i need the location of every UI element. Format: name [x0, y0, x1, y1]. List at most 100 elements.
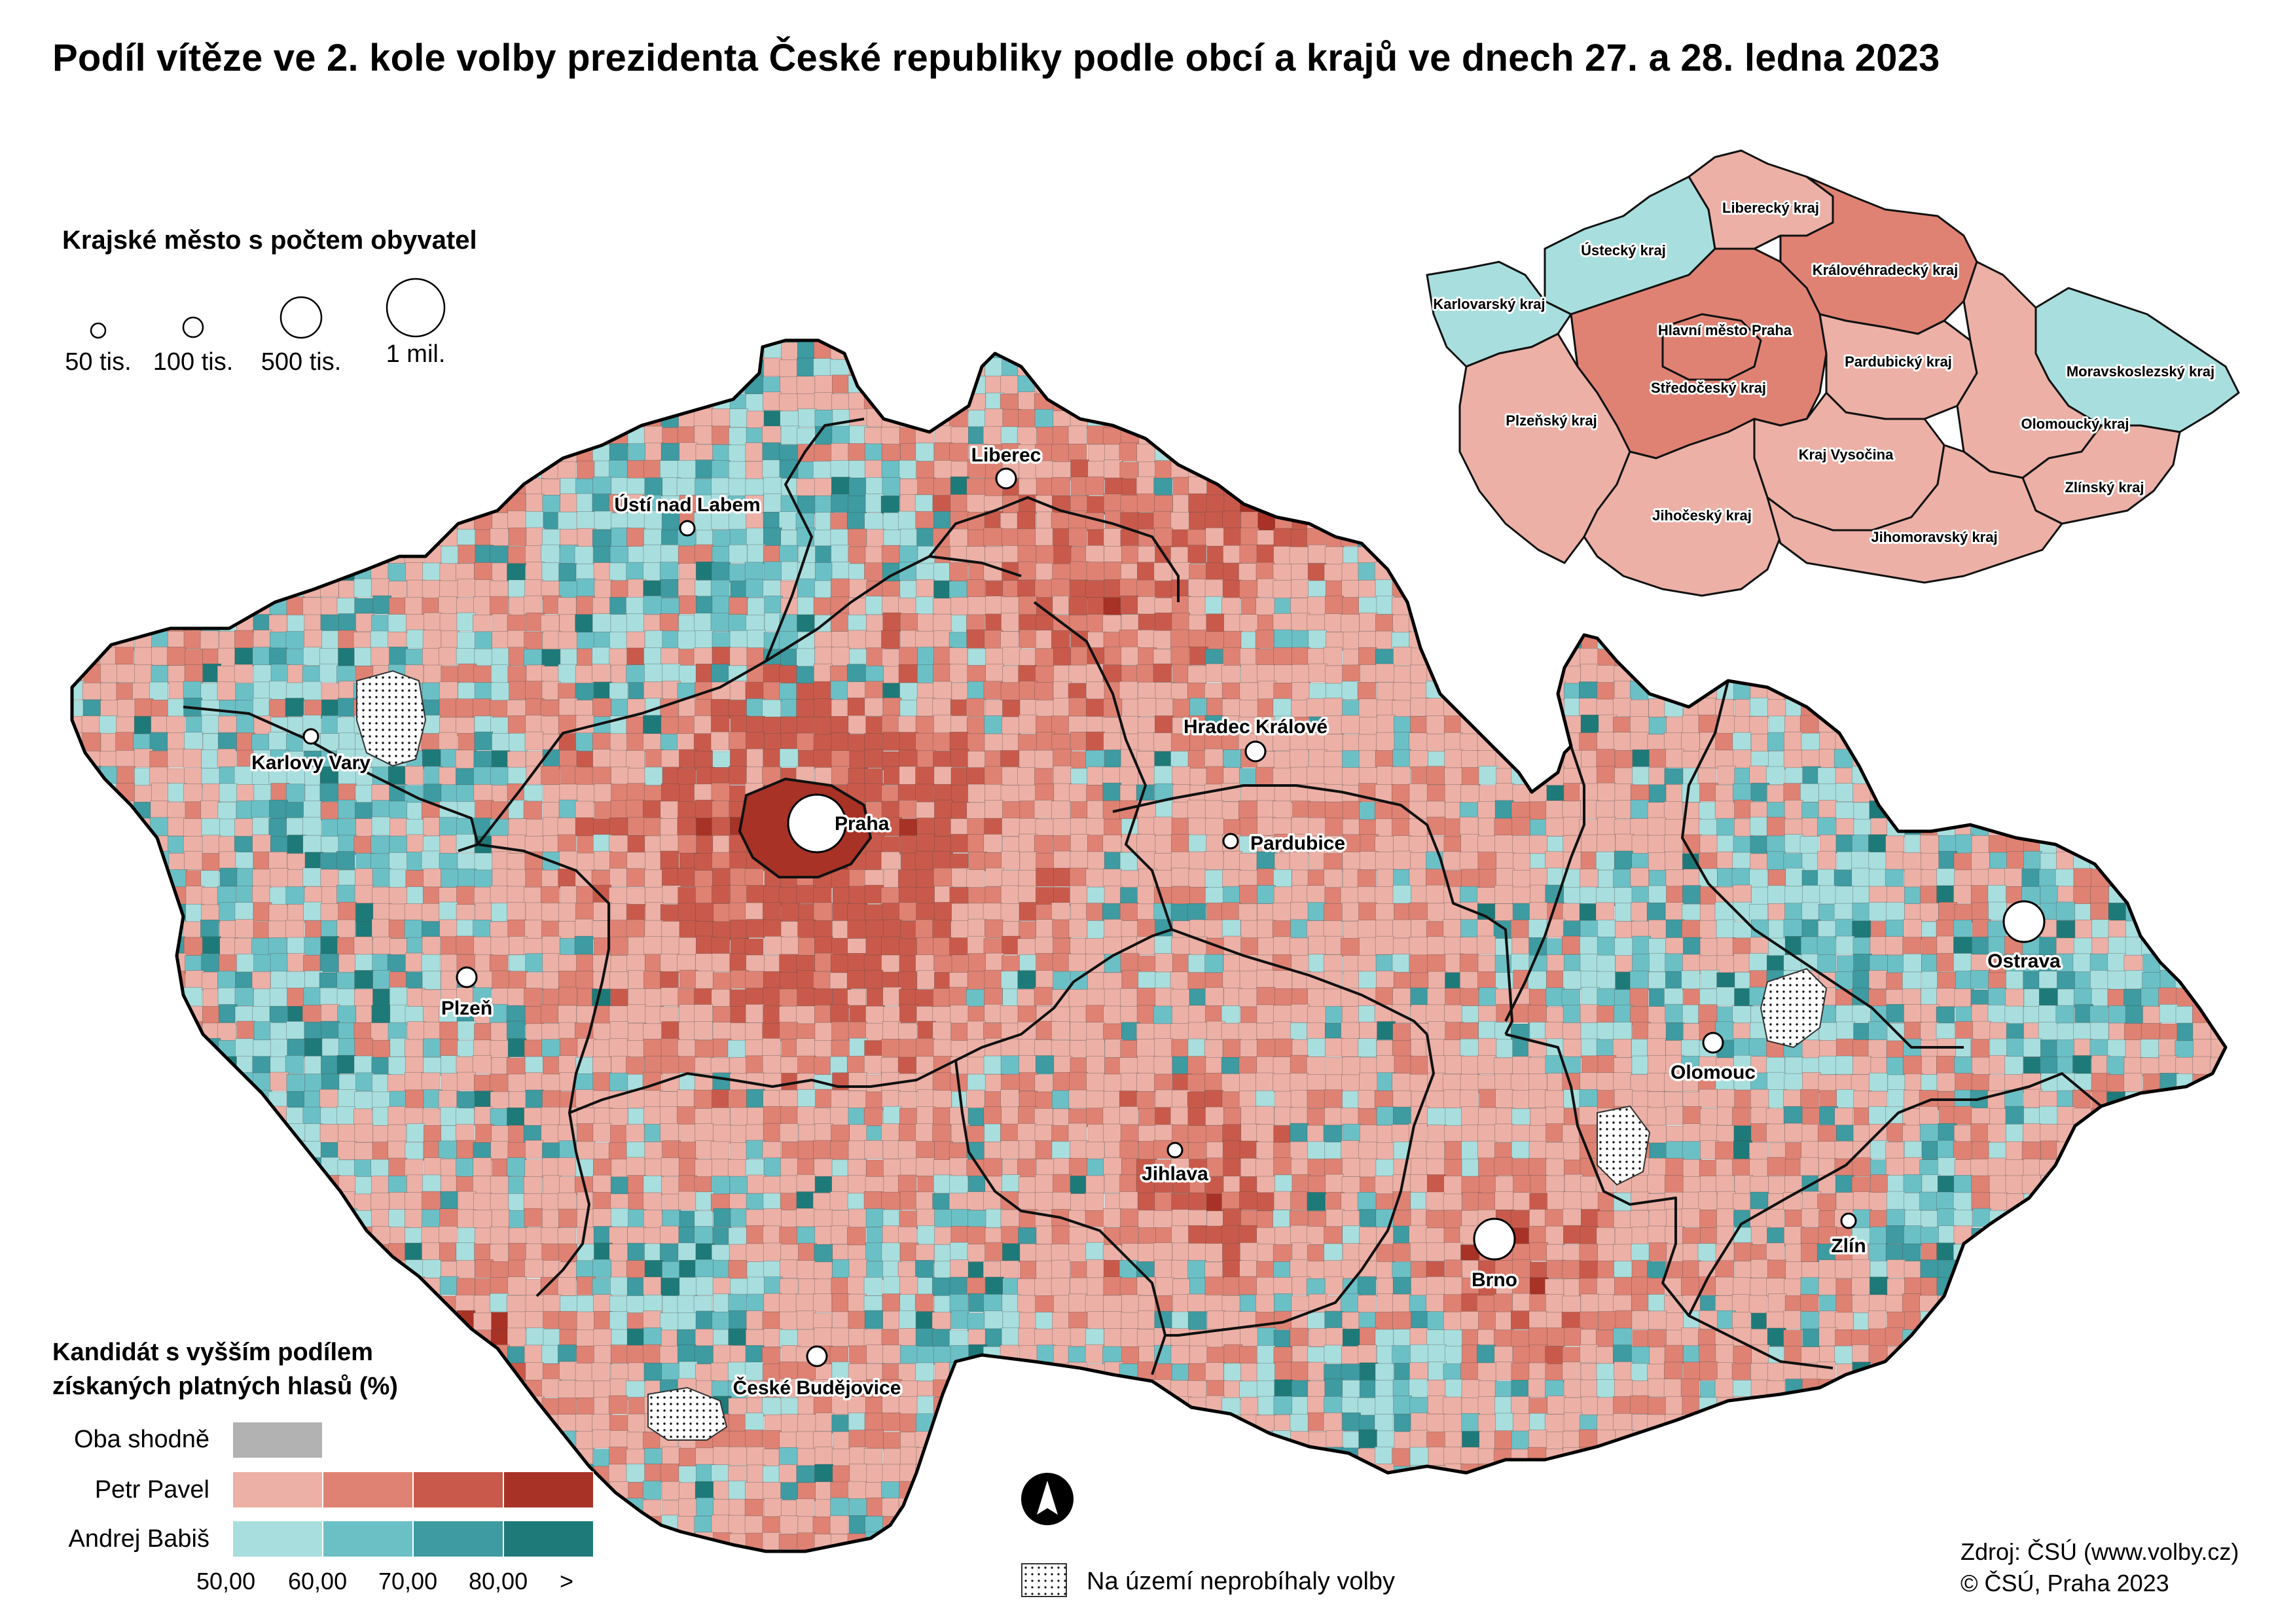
region-borders: [183, 418, 2103, 1375]
legend-swatch-equal: [232, 1422, 323, 1458]
city-brno: Brno: [1470, 1218, 1520, 1293]
city-marker: [1702, 1032, 1724, 1054]
city-hradec-kr-lov-: Hradec Králové: [1181, 714, 1330, 763]
city-liberec: Liberec: [969, 442, 1043, 490]
city-marker: [1222, 833, 1239, 850]
legend-swatch-pavel-1: [323, 1471, 413, 1508]
legend-row-label-pavel: Petr Pavel: [94, 1476, 209, 1504]
city-legend-title: Krajské město s počtem obyvatel: [62, 226, 477, 255]
legend-row-label-equal: Oba shodně: [73, 1426, 209, 1453]
city-size-500k: [280, 296, 323, 339]
no-voting-area-boletice: [647, 1386, 728, 1441]
cities: Praha Brno Ostrava Plzeň Liberec Olomouc České…: [249, 442, 2063, 1401]
legend-swatch-pavel-3: [503, 1471, 594, 1508]
city-marker: [1244, 740, 1267, 763]
city-karlovy-vary: Karlovy Vary: [249, 728, 373, 776]
city-jihlava: Jihlava: [1140, 1142, 1211, 1187]
inset-region-praha: [1661, 313, 1762, 381]
inset-region-label: Pardubický kraj: [1845, 353, 1952, 370]
inset-region-label: Jihomoravský kraj: [1871, 529, 1997, 545]
inset-region-label: Moravskoslezský kraj: [2067, 363, 2214, 380]
inset-region-jihomoravsky: [1766, 444, 2063, 584]
legend-tick: 70,00: [378, 1568, 438, 1595]
city--st-nad-labem: Ústí nad Labem: [612, 492, 763, 537]
inset-region-label: Plzeňský kraj: [1506, 412, 1597, 429]
legend-tick: 80,00: [469, 1568, 528, 1595]
city-marker: [1166, 1142, 1184, 1159]
legend-swatch-babis-2: [413, 1521, 503, 1557]
city-ostrava: Ostrava: [1985, 900, 2063, 975]
no-voting-area-hradiste: [356, 670, 427, 767]
legend-swatch-babis-0: [232, 1521, 323, 1557]
city-size-50k: [90, 322, 107, 339]
city-label: Liberec: [971, 444, 1041, 466]
city-size-label: 500 tis.: [261, 348, 342, 376]
city-praha: Praha: [787, 793, 892, 854]
city-label: České Budějovice: [733, 1377, 901, 1399]
inset-labels: Karlovarský kraj Ústecký kraj Liberecký kr…: [1431, 198, 2216, 547]
inset-region-map: Karlovarský kraj Ústecký kraj Liberecký kr…: [1426, 149, 2240, 597]
inset-region-label: Olomoucký kraj: [2021, 416, 2129, 432]
city-pardubice: Pardubice: [1222, 831, 1348, 857]
city-size-label: 100 tis.: [153, 348, 234, 376]
inset-region-label: Ústecký kraj: [1581, 242, 1666, 259]
city-label: Zlín: [1831, 1235, 1866, 1257]
inset-region-label: Zlínský kraj: [2065, 479, 2144, 496]
city-label: Praha: [835, 813, 890, 835]
city-zl-n: Zlín: [1829, 1212, 1868, 1259]
copyright-line: © ČSÚ, Praha 2023: [1961, 1570, 2169, 1597]
city-label: Karlovy Vary: [251, 752, 370, 774]
legend-tick: >: [560, 1568, 574, 1595]
inset-region-label: Kraj Vysočina: [1799, 446, 1894, 463]
legend-swatch-babis-1: [323, 1521, 413, 1557]
city-marker: [806, 1345, 828, 1367]
result-legend-title: Kandidát s vyšším podílem získaných plat…: [52, 1339, 398, 1400]
city-label: Pardubice: [1250, 833, 1345, 854]
no-voting-swatch: [1021, 1563, 1067, 1597]
city-marker: [1473, 1218, 1516, 1261]
city-olomouc: Olomouc: [1668, 1032, 1758, 1086]
no-voting-areas: [356, 670, 1828, 1441]
city-size-label: 1 mil.: [386, 340, 446, 368]
city--esk-bud-jovice: České Budějovice: [731, 1345, 903, 1401]
legend-swatch-babis-3: [503, 1521, 594, 1557]
inset-region-label: Královéhradecký kraj: [1813, 262, 1959, 278]
inset-region-label: Liberecký kraj: [1722, 200, 1819, 216]
city-size-label: 50 tis.: [65, 348, 132, 376]
source-line: Zdroj: ČSÚ (www.volby.cz): [1961, 1538, 2239, 1565]
city-label: Ústí nad Labem: [614, 494, 760, 516]
inset-region-label: Hlavní město Praha: [1658, 322, 1792, 338]
city-size-1m: [386, 278, 446, 338]
city-label: Brno: [1472, 1269, 1517, 1291]
city-size-legend-symbols: [90, 278, 446, 339]
legend-row-label-babis: Andrej Babiš: [68, 1525, 209, 1553]
city-marker: [456, 966, 478, 988]
city-marker: [679, 520, 696, 537]
city-marker: [302, 728, 319, 745]
city-label: Jihlava: [1142, 1163, 1208, 1185]
no-voting-area-brezina: [1597, 1105, 1651, 1186]
city-plze-: Plzeň: [439, 966, 495, 1022]
inset-region-label: Karlovarský kraj: [1433, 296, 1545, 312]
inset-region-jihocesky: [1583, 418, 1782, 597]
city-label: Plzeň: [441, 998, 492, 1019]
city-label: Ostrava: [1987, 950, 2061, 972]
city-label: Olomouc: [1671, 1062, 1756, 1083]
city-marker: [787, 793, 847, 854]
legend-tick: 60,00: [288, 1568, 348, 1595]
north-arrow-icon: [1021, 1473, 1074, 1525]
legend-swatch-pavel-0: [232, 1471, 323, 1508]
legend-swatch-pavel-2: [413, 1471, 503, 1508]
no-voting-label: Na území neprobíhaly volby: [1087, 1568, 1396, 1595]
city-marker: [2002, 900, 2046, 943]
legend-tick: 50,00: [196, 1568, 256, 1595]
city-label: Hradec Králové: [1184, 716, 1328, 738]
no-voting-area-libava: [1760, 967, 1828, 1049]
city-marker: [995, 467, 1017, 490]
inset-region-label: Jihočeský kraj: [1652, 507, 1752, 524]
inset-region-label: Středočeský kraj: [1651, 380, 1766, 396]
city-size-100k: [182, 316, 204, 338]
page-title: Podíl vítěze ve 2. kole volby prezidenta…: [52, 37, 1940, 79]
city-marker: [1840, 1212, 1857, 1229]
